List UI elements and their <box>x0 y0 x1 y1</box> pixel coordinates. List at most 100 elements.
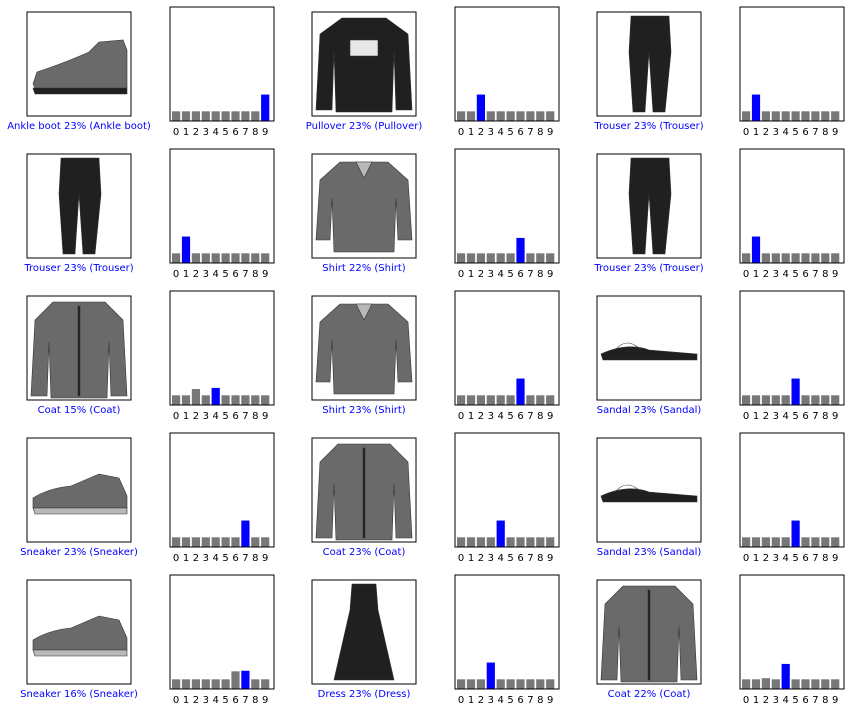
bar <box>241 395 250 405</box>
x-tick-label: 1 <box>753 553 759 564</box>
bar <box>831 679 840 689</box>
predicted-bar <box>791 378 800 405</box>
bar <box>771 253 780 263</box>
bar <box>457 253 466 263</box>
bar <box>231 537 240 547</box>
bar <box>191 389 200 405</box>
x-tick-label: 0 <box>173 127 179 138</box>
trouser-image <box>628 157 672 255</box>
bar <box>506 537 515 547</box>
x-tick-label: 4 <box>498 553 504 564</box>
x-tick-label: 5 <box>792 695 798 706</box>
prediction-panel: Trouser 23% (Trouser) 0 1 2 3 4 5 6 7 8 9 <box>23 148 275 280</box>
bar <box>457 679 466 689</box>
prediction-panel: Sneaker 23% (Sneaker) 0 1 2 3 4 5 6 7 8 9 <box>20 432 275 564</box>
bar <box>231 395 240 405</box>
bar <box>231 253 240 263</box>
predicted-bar <box>241 670 250 689</box>
bar <box>516 679 525 689</box>
x-tick-label: 5 <box>792 411 798 422</box>
shirt-shape <box>315 303 413 395</box>
x-tick-label: 8 <box>252 553 258 564</box>
x-tick-label: 7 <box>527 411 533 422</box>
x-tick-label: 3 <box>773 553 779 564</box>
prediction-panel: Sneaker 16% (Sneaker) 0 1 2 3 4 5 6 7 8 9 <box>20 574 275 706</box>
x-tick-label: 1 <box>753 411 759 422</box>
prediction-caption: Ankle boot 23% (Ankle boot) <box>7 121 151 132</box>
x-tick-label: 2 <box>478 411 484 422</box>
bar <box>251 111 260 121</box>
chart-frame <box>454 432 560 548</box>
x-tick-label: 5 <box>792 127 798 138</box>
x-tick-label: 8 <box>537 411 543 422</box>
bar <box>771 395 780 405</box>
bar <box>201 395 210 405</box>
x-tick-label: 5 <box>507 695 513 706</box>
bar <box>536 111 545 121</box>
bar <box>791 253 800 263</box>
x-tick-label: 7 <box>242 553 248 564</box>
x-tick-label: 2 <box>193 269 199 280</box>
x-tick-label: 0 <box>743 411 749 422</box>
bar <box>536 537 545 547</box>
bar <box>457 111 466 121</box>
bar <box>191 679 200 689</box>
x-tick-label: 0 <box>173 553 179 564</box>
bar <box>742 679 751 689</box>
x-tick-label: 6 <box>517 269 523 280</box>
bar <box>801 395 810 405</box>
bar <box>526 537 535 547</box>
trouser-shape <box>628 15 672 113</box>
bar <box>811 395 820 405</box>
boot-sole-shape <box>32 87 128 95</box>
x-tick-label: 2 <box>478 269 484 280</box>
bar <box>486 537 495 547</box>
bar <box>526 111 535 121</box>
x-tick-label: 5 <box>507 269 513 280</box>
bar <box>536 395 545 405</box>
x-tick-label: 5 <box>792 553 798 564</box>
trouser-image <box>628 15 672 113</box>
predicted-bar <box>781 663 790 689</box>
x-tick-label: 5 <box>507 553 513 564</box>
predicted-bar <box>751 236 761 263</box>
bar <box>486 253 495 263</box>
bar <box>221 395 230 405</box>
bar <box>781 395 790 405</box>
prediction-caption: Sandal 23% (Sandal) <box>597 547 702 558</box>
x-tick-label: 7 <box>242 695 248 706</box>
bar <box>261 537 270 547</box>
bar <box>221 253 230 263</box>
prediction-caption: Trouser 23% (Trouser) <box>23 263 133 274</box>
bar <box>476 253 485 263</box>
bar <box>526 395 535 405</box>
predicted-bar <box>476 94 485 121</box>
predicted-bar <box>791 520 800 547</box>
chart-frame <box>739 290 845 406</box>
x-tick-label: 1 <box>468 269 474 280</box>
image-frame <box>596 153 702 259</box>
bar <box>506 395 515 405</box>
x-tick-label: 9 <box>262 411 268 422</box>
x-tick-label: 9 <box>547 695 553 706</box>
chart-frame <box>739 6 845 122</box>
x-tick-label: 6 <box>802 695 808 706</box>
bar <box>172 537 181 547</box>
bar <box>506 253 515 263</box>
x-tick-label: 7 <box>527 127 533 138</box>
x-tick-label: 2 <box>763 269 769 280</box>
x-tick-label: 1 <box>753 269 759 280</box>
bar <box>231 671 240 689</box>
x-tick-label: 3 <box>203 695 209 706</box>
x-tick-label: 3 <box>203 553 209 564</box>
predicted-bar <box>241 520 250 547</box>
coat-zip-shape <box>77 305 81 397</box>
bar <box>751 395 761 405</box>
sandal-strap-shape <box>614 342 642 351</box>
bar <box>211 111 220 121</box>
bar <box>742 253 751 263</box>
bar <box>201 111 210 121</box>
x-tick-label: 7 <box>812 411 818 422</box>
shirt-image <box>315 303 413 395</box>
bar <box>251 253 260 263</box>
